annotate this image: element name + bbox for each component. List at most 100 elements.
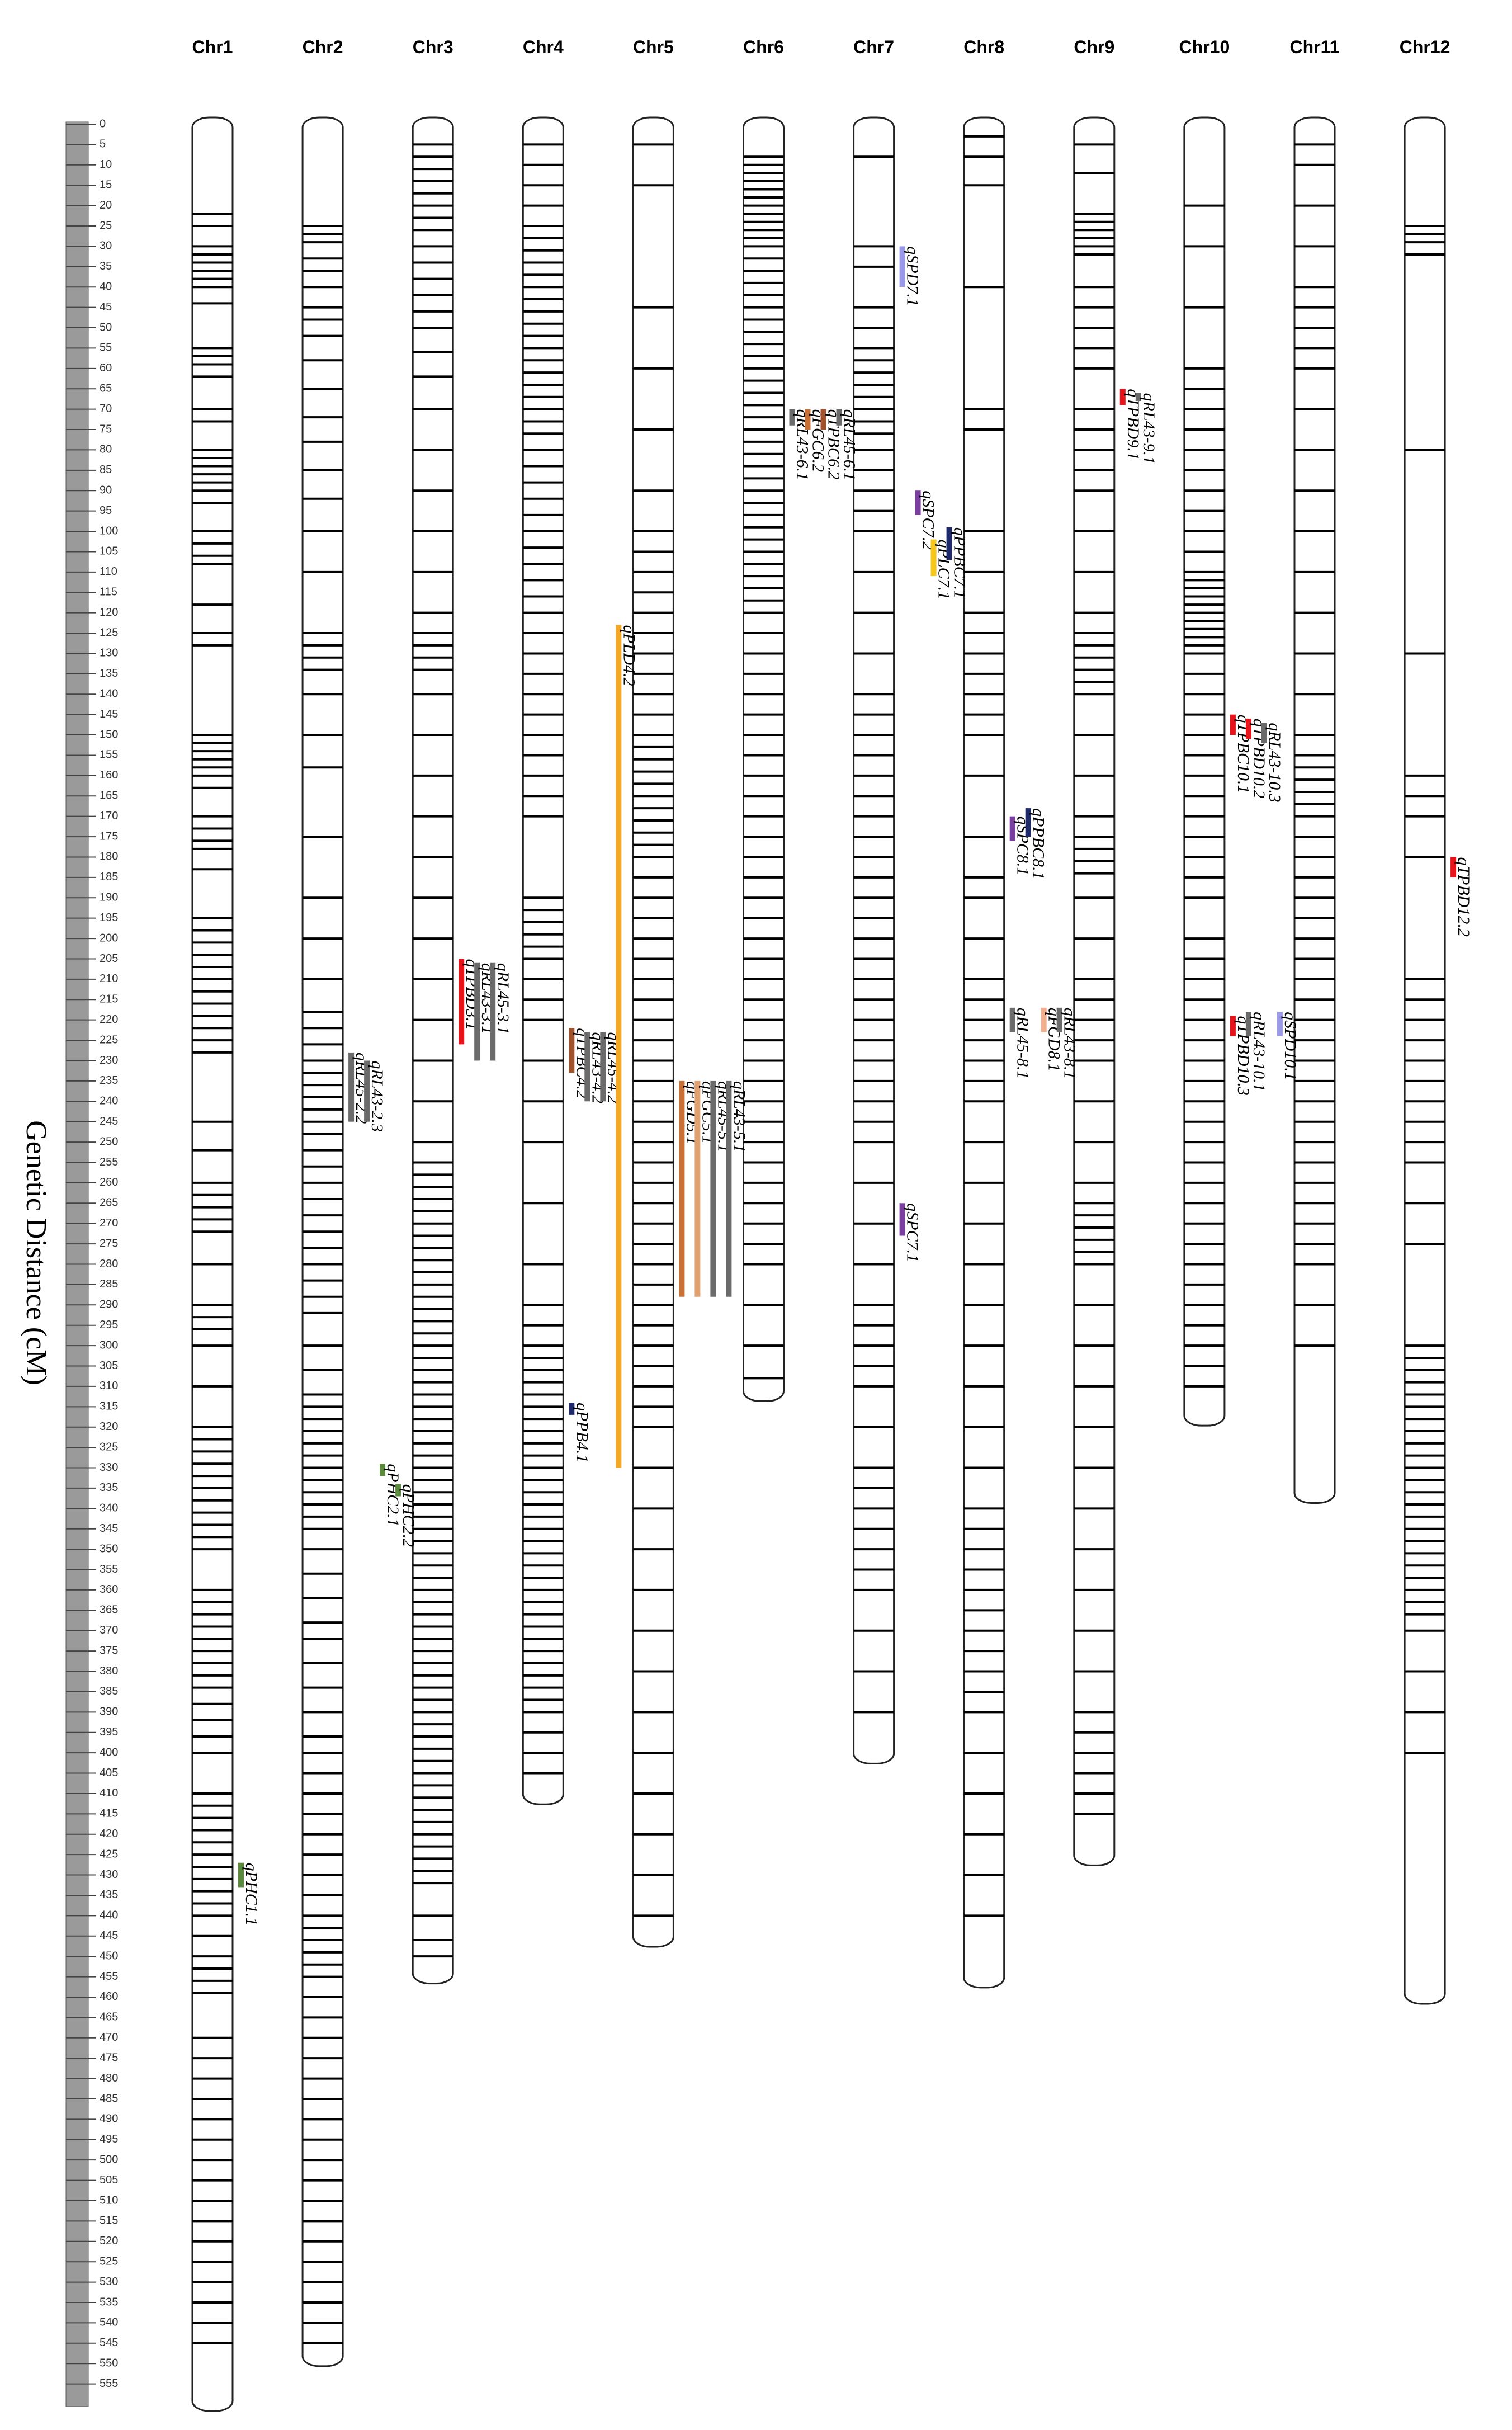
- qtl-bar: [710, 1080, 716, 1297]
- y-tick-label: 510: [100, 2194, 118, 2206]
- y-tick-label: 100: [100, 525, 118, 537]
- y-tick-label: 540: [100, 2316, 118, 2329]
- y-tick-label: 465: [100, 2011, 118, 2023]
- y-tick-label: 5: [100, 138, 106, 150]
- qtl-bar: [616, 625, 622, 1468]
- chromosome-label: Chr8: [963, 37, 1004, 57]
- y-tick-label: 535: [100, 2296, 118, 2308]
- y-tick-label: 355: [100, 1563, 118, 1575]
- y-tick-label: 230: [100, 1054, 118, 1067]
- y-tick-label: 435: [100, 1889, 118, 1901]
- y-tick-label: 95: [100, 504, 112, 517]
- chromosome-label: Chr3: [413, 37, 453, 57]
- qtl-bar: [946, 527, 952, 560]
- qtl-label: qSPD10.1: [1281, 1012, 1300, 1080]
- y-tick-label: 65: [100, 383, 112, 395]
- qtl-label: qRL45-3.1: [494, 963, 512, 1035]
- y-tick-label: 445: [100, 1929, 118, 1942]
- chromosome-label: Chr6: [743, 37, 784, 57]
- y-tick-label: 345: [100, 1522, 118, 1535]
- y-tick-label: 305: [100, 1360, 118, 1372]
- y-tick-label: 205: [100, 952, 118, 965]
- y-tick-label: 455: [100, 1970, 118, 1983]
- qtl-label: qPHC2.2: [399, 1484, 418, 1547]
- qtl-bar: [395, 1484, 401, 1497]
- chromosome-label: Chr7: [853, 37, 894, 57]
- chromosome-label: Chr2: [303, 37, 343, 57]
- y-tick-label: 110: [100, 565, 117, 578]
- chromosome: [853, 116, 895, 1764]
- y-tick-label: 120: [100, 606, 118, 619]
- y-tick-label: 370: [100, 1624, 118, 1636]
- chromosome: [1293, 116, 1336, 1504]
- y-tick-label: 440: [100, 1909, 118, 1922]
- qtl-bar: [569, 1403, 575, 1415]
- y-tick-label: 360: [100, 1583, 118, 1596]
- y-tick-label: 140: [100, 688, 118, 700]
- qtl-label: qRL43-10.1: [1250, 1012, 1268, 1092]
- y-tick-label: 245: [100, 1115, 118, 1127]
- y-tick-label: 255: [100, 1156, 118, 1168]
- qtl-bar: [490, 962, 496, 1061]
- y-tick-label: 185: [100, 871, 118, 883]
- y-tick-label: 430: [100, 1868, 118, 1881]
- y-tick-label: 195: [100, 912, 118, 924]
- y-tick-label: 200: [100, 932, 118, 944]
- y-tick-label: 155: [100, 749, 118, 761]
- chromosome: [1183, 116, 1226, 1427]
- y-tick-label: 285: [100, 1278, 118, 1290]
- y-tick-label: 130: [100, 647, 118, 659]
- y-tick-label: 550: [100, 2357, 118, 2369]
- y-tick-label: 340: [100, 1502, 118, 1514]
- y-tick-label: 485: [100, 2092, 118, 2105]
- y-tick-label: 525: [100, 2255, 118, 2267]
- chromosome: [743, 116, 785, 1402]
- y-tick-label: 395: [100, 1726, 118, 1738]
- y-tick-label: 390: [100, 1706, 118, 1718]
- y-tick-label: 495: [100, 2133, 118, 2145]
- qtl-bar: [238, 1862, 244, 1888]
- chromosome: [1073, 116, 1116, 1866]
- y-tick-label: 320: [100, 1421, 118, 1433]
- qtl-label: qRL45-6.1: [840, 409, 859, 481]
- chromosome-label: Chr12: [1400, 37, 1450, 57]
- y-tick-label: 410: [100, 1787, 118, 1799]
- y-tick-label: 30: [100, 240, 112, 252]
- qtl-bar: [569, 1028, 575, 1073]
- qtl-bar: [1135, 393, 1141, 402]
- y-tick-label: 515: [100, 2215, 118, 2227]
- y-tick-label: 270: [100, 1217, 118, 1229]
- y-tick-label: 175: [100, 830, 118, 842]
- y-tick-label: 530: [100, 2276, 118, 2288]
- qtl-bar: [820, 409, 826, 430]
- y-tick-label: 165: [100, 790, 118, 802]
- y-tick-label: 160: [100, 769, 118, 781]
- y-tick-label: 470: [100, 2031, 118, 2044]
- qtl-label: qRL43-2.3: [368, 1060, 386, 1132]
- y-tick-label: 210: [100, 973, 118, 985]
- qtl-label: qRL43-9.1: [1140, 393, 1158, 465]
- y-tick-label: 135: [100, 667, 118, 680]
- qtl-bar: [364, 1060, 370, 1122]
- qtl-bar: [836, 409, 842, 426]
- chromosome-label: Chr9: [1074, 37, 1114, 57]
- chromosome: [301, 116, 344, 2367]
- qtl-label: qRL43-10.3: [1265, 723, 1284, 803]
- qtl-bar: [1025, 808, 1031, 837]
- qtl-bar: [899, 246, 905, 287]
- y-tick-label: 250: [100, 1135, 118, 1148]
- y-tick-label: 505: [100, 2174, 118, 2186]
- y-tick-label: 60: [100, 362, 112, 374]
- y-tick-label: 50: [100, 321, 112, 333]
- qtl-bar: [1245, 1012, 1251, 1036]
- qtl-bar: [1277, 1012, 1283, 1036]
- y-tick-label: 25: [100, 219, 112, 232]
- chromosome-label: Chr5: [633, 37, 674, 57]
- y-tick-label: 325: [100, 1441, 118, 1453]
- chromosome-label: Chr10: [1179, 37, 1230, 57]
- y-tick-label: 555: [100, 2377, 118, 2390]
- y-tick-label: 240: [100, 1095, 118, 1107]
- y-tick-label: 295: [100, 1319, 118, 1331]
- y-tick-label: 80: [100, 443, 112, 456]
